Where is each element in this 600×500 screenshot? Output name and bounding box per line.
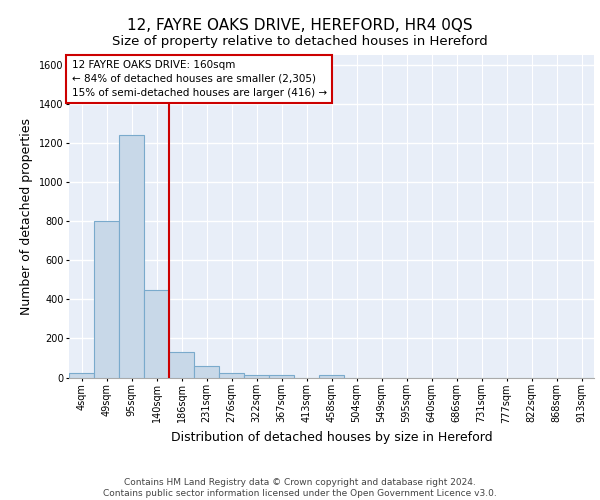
- Text: 12, FAYRE OAKS DRIVE, HEREFORD, HR4 0QS: 12, FAYRE OAKS DRIVE, HEREFORD, HR4 0QS: [127, 18, 473, 32]
- Text: Contains HM Land Registry data © Crown copyright and database right 2024.
Contai: Contains HM Land Registry data © Crown c…: [103, 478, 497, 498]
- Bar: [119, 135, 144, 378]
- Y-axis label: Number of detached properties: Number of detached properties: [20, 118, 33, 315]
- X-axis label: Distribution of detached houses by size in Hereford: Distribution of detached houses by size …: [170, 431, 493, 444]
- Bar: [319, 374, 344, 378]
- Bar: [219, 372, 244, 378]
- Bar: [269, 374, 294, 378]
- Text: 12 FAYRE OAKS DRIVE: 160sqm
← 84% of detached houses are smaller (2,305)
15% of : 12 FAYRE OAKS DRIVE: 160sqm ← 84% of det…: [71, 60, 327, 98]
- Bar: [194, 366, 219, 378]
- Bar: [69, 372, 94, 378]
- Bar: [94, 221, 119, 378]
- Bar: [144, 290, 169, 378]
- Bar: [169, 352, 194, 378]
- Text: Size of property relative to detached houses in Hereford: Size of property relative to detached ho…: [112, 35, 488, 48]
- Bar: [244, 374, 269, 378]
